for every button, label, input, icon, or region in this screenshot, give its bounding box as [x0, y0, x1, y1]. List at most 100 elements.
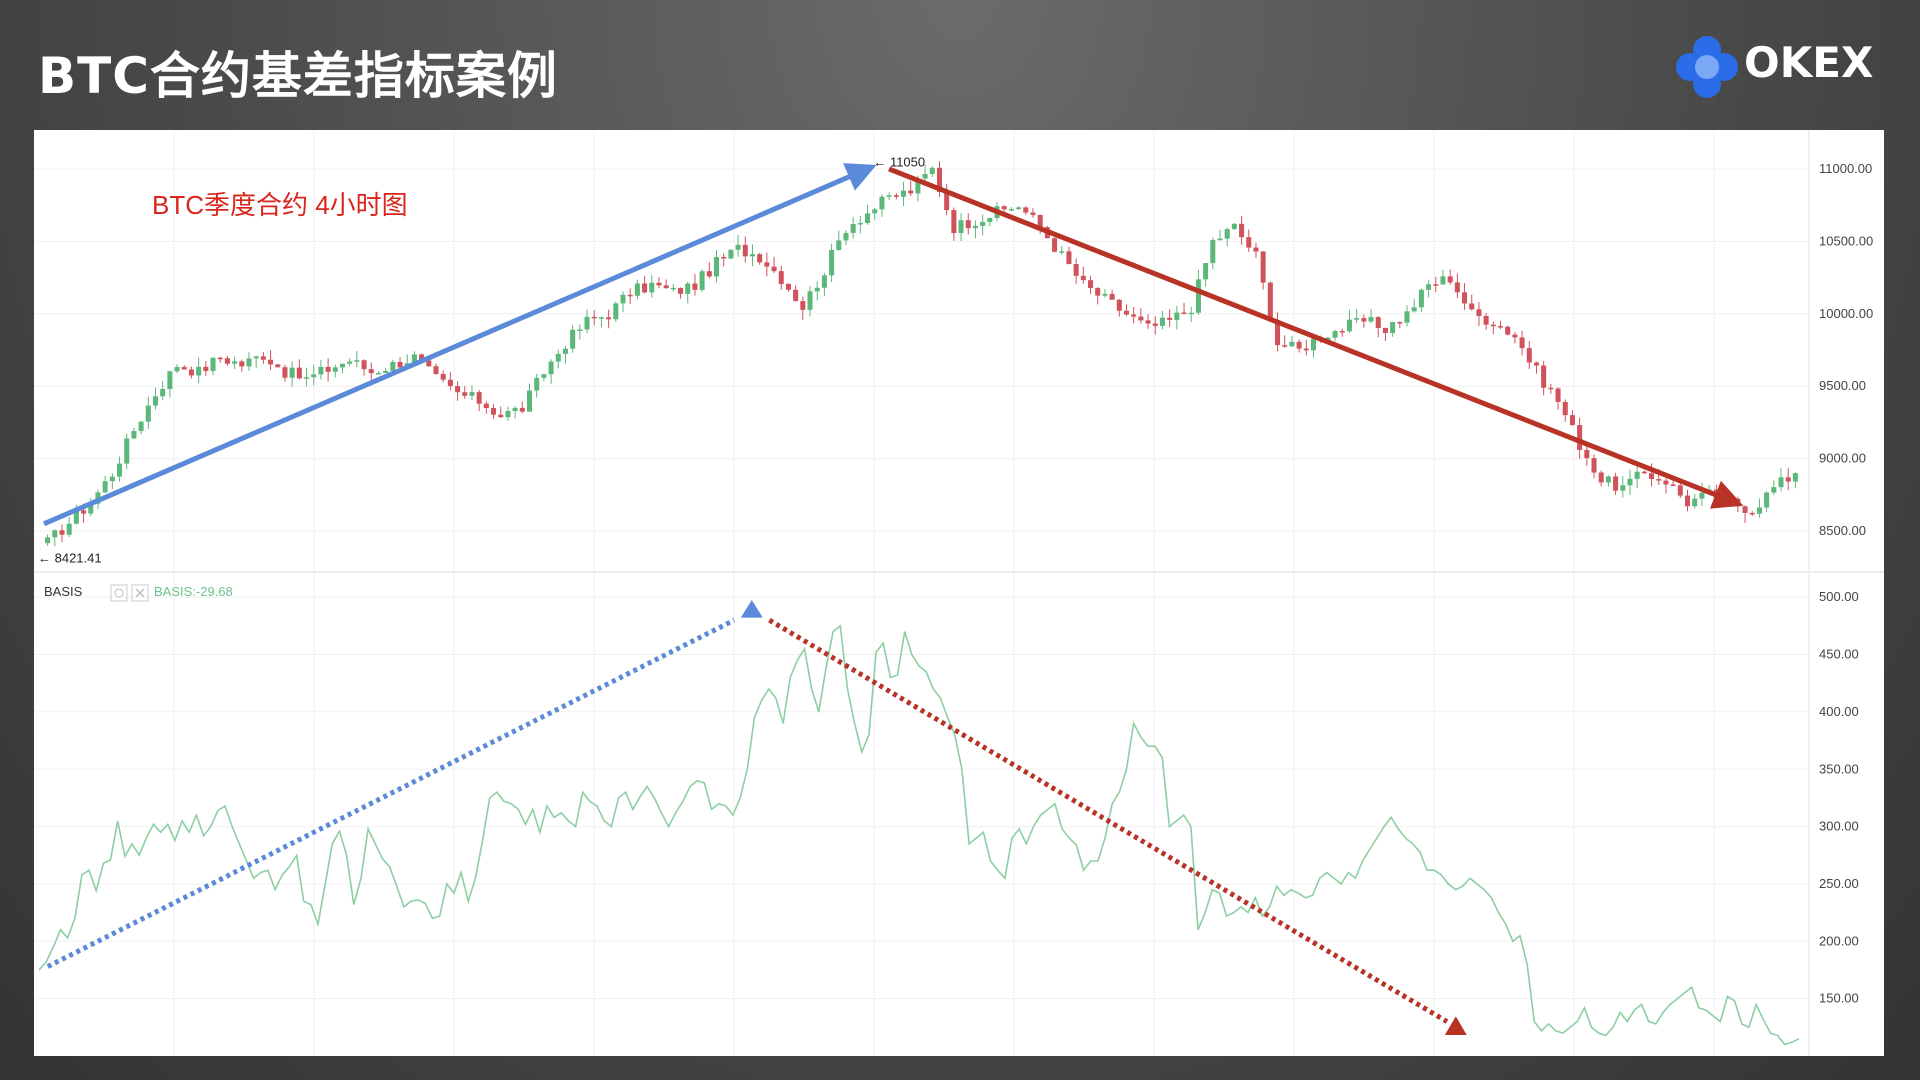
candle-body — [606, 317, 612, 320]
candle-body — [778, 271, 784, 284]
candle-body — [1454, 282, 1460, 293]
basis-uptrend-arrowhead — [740, 599, 763, 618]
candle-body — [325, 366, 331, 372]
okex-logo: OKEX — [1670, 30, 1874, 100]
candle-body — [958, 220, 964, 234]
basis-tick-label: 150.00 — [1819, 991, 1859, 1006]
candle-body — [872, 209, 878, 214]
candle-body — [260, 356, 266, 360]
basis-tick-label: 400.00 — [1819, 704, 1859, 719]
candle-body — [88, 503, 94, 514]
candle-body — [570, 329, 576, 349]
candle-body — [713, 256, 720, 277]
candle-body — [1555, 388, 1561, 402]
candle-body — [692, 283, 698, 290]
basis-legend-label: BASIS — [44, 584, 83, 599]
candle-body — [1123, 310, 1130, 315]
candle-body — [347, 361, 353, 364]
candle-body — [526, 390, 533, 412]
settings-icon[interactable] — [110, 584, 128, 602]
slide-title: BTC合约基差指标案例 — [38, 47, 558, 105]
candle-body — [152, 396, 159, 406]
candle-body — [1159, 317, 1165, 326]
candle-body — [936, 167, 942, 192]
candle-body — [929, 167, 935, 175]
candle-body — [951, 210, 957, 234]
candle-body — [73, 510, 79, 524]
candle-body — [663, 285, 669, 289]
candle-body — [534, 377, 540, 391]
candle-body — [1210, 240, 1216, 264]
candle-body — [1699, 492, 1705, 499]
candle-body — [721, 256, 727, 259]
okex-logo-text: OKEX — [1744, 38, 1874, 87]
candle-body — [440, 374, 446, 380]
high-price-label: ← 11050 — [873, 155, 925, 170]
candle-body — [1756, 507, 1762, 514]
candle-body — [375, 373, 381, 375]
chart-svg: 11000.00 10500.00 10000.00 9500.00 9000.00 85… — [34, 130, 1884, 1056]
candle-body — [1670, 484, 1676, 486]
basis-tick-label: 500.00 — [1819, 589, 1859, 604]
candle-body — [857, 222, 863, 225]
candle-body — [749, 254, 755, 257]
candle-body — [1059, 251, 1065, 253]
candle-body — [1778, 477, 1784, 488]
candle-body — [1231, 223, 1237, 230]
candle-body — [1584, 449, 1590, 459]
candle-body — [1591, 458, 1597, 473]
basis-line — [38, 624, 1800, 1046]
candle-body — [1519, 337, 1525, 349]
candle-body — [1792, 473, 1798, 482]
candle-body — [1613, 476, 1619, 491]
candle-body — [757, 254, 763, 263]
candle-body — [1634, 471, 1640, 479]
candle-body — [1426, 284, 1432, 290]
candle-body — [562, 348, 568, 354]
price-tick-label: 8500.00 — [1819, 523, 1866, 538]
candle-body — [1332, 330, 1338, 338]
candle-body — [1656, 479, 1662, 481]
low-price-label: ← 8421.41 — [38, 550, 102, 565]
candle-body — [1203, 263, 1209, 280]
candle-body — [433, 366, 439, 375]
price-tick-label: 10000.00 — [1819, 306, 1873, 321]
candle-body — [1339, 330, 1345, 333]
candle-body — [1095, 287, 1101, 296]
candle-body — [1282, 345, 1288, 347]
candle-body — [1577, 425, 1583, 450]
candle-body — [1008, 209, 1014, 211]
candle-body — [965, 220, 971, 229]
candle-body — [1749, 512, 1755, 515]
price-tick-label: 10500.00 — [1819, 233, 1873, 248]
candle-body — [289, 367, 295, 378]
candle-body — [45, 537, 51, 544]
candle-body — [821, 275, 827, 288]
candle-body — [275, 364, 281, 368]
candle-body — [1188, 312, 1194, 315]
candle-body — [160, 388, 166, 397]
candle-body — [577, 329, 583, 331]
close-icon[interactable] — [131, 584, 149, 602]
price-tick-label: 9500.00 — [1819, 378, 1866, 393]
candle-body — [1023, 207, 1029, 213]
price-axis-ticks: 11000.00 10500.00 10000.00 9500.00 9000.00 85… — [1819, 161, 1873, 538]
candle-body — [505, 410, 511, 418]
candle-body — [491, 408, 497, 415]
candle-body — [1361, 318, 1367, 322]
candle-body — [1131, 314, 1137, 317]
candle-body — [167, 371, 173, 389]
candle-body — [1569, 415, 1575, 426]
candle-body — [66, 523, 72, 535]
candle-body — [627, 294, 633, 297]
candle-body — [318, 366, 324, 375]
candle-body — [613, 303, 619, 320]
candle-body — [1598, 472, 1604, 483]
candle-body — [1080, 275, 1086, 281]
candle-body — [1440, 276, 1446, 285]
candle-body — [1037, 215, 1043, 228]
candle-body — [1354, 318, 1360, 320]
candle-body — [1505, 326, 1511, 335]
candle-body — [282, 367, 288, 378]
candle-body — [1073, 264, 1079, 276]
